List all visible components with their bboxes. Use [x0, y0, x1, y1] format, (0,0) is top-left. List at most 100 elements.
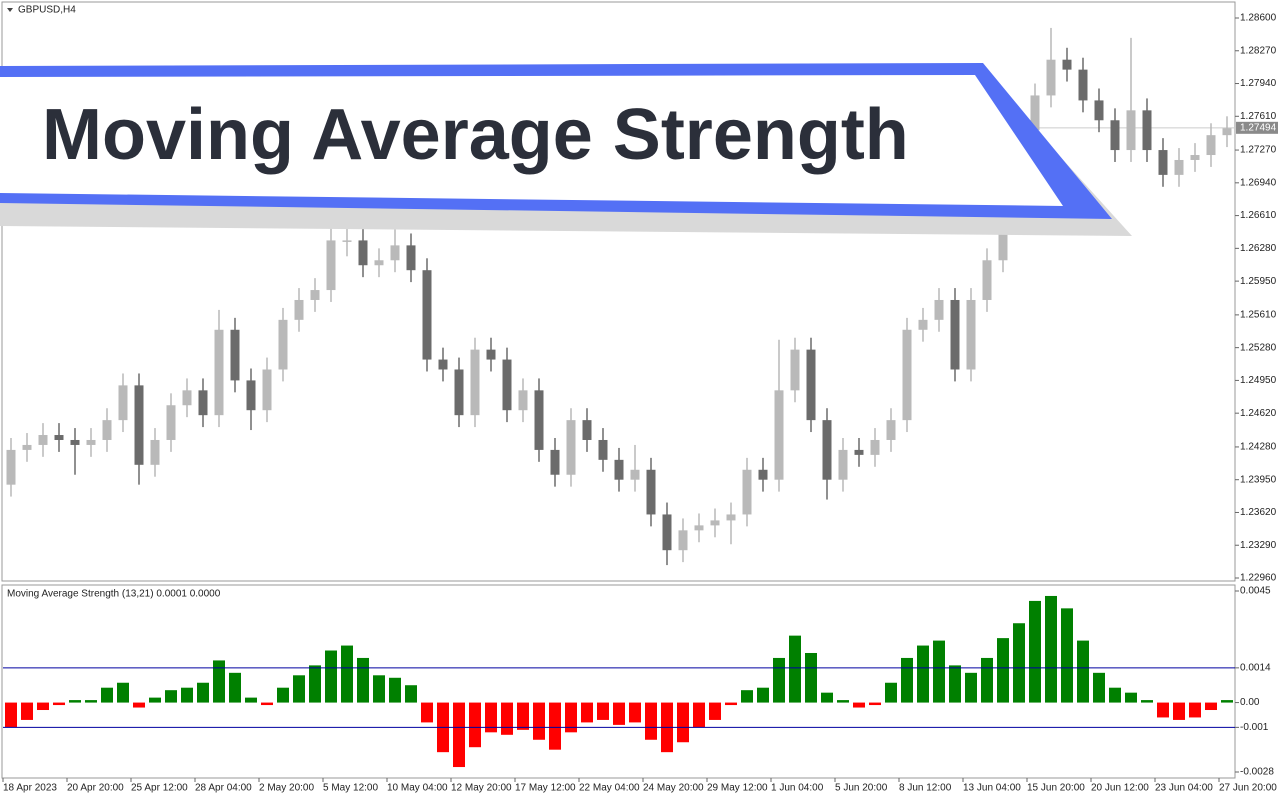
candle-body	[374, 260, 384, 266]
histogram-bar	[997, 638, 1009, 703]
histogram-bar	[245, 697, 257, 703]
y-tick-label: 1.24950	[1240, 375, 1277, 386]
y-tick-label: 1.26940	[1240, 177, 1277, 188]
y-tick-label: 1.23290	[1240, 540, 1277, 551]
candle-body	[390, 245, 400, 261]
histogram-bar	[725, 702, 737, 706]
candle-body	[278, 319, 288, 370]
histogram-bar	[837, 700, 849, 703]
x-tick-label: 22 May 04:00	[579, 783, 640, 794]
x-tick-label: 5 May 12:00	[323, 783, 378, 794]
histogram-bar	[1221, 700, 1233, 703]
histogram-bar	[277, 687, 289, 703]
y-tick-label: 1.26610	[1240, 210, 1277, 221]
candle-body	[630, 469, 640, 480]
histogram-bar	[485, 702, 497, 733]
candle-body	[1222, 128, 1232, 136]
candle-body	[1030, 95, 1040, 131]
indicator-label: Moving Average Strength (13,21) 0.0001 0…	[7, 589, 221, 600]
histogram-bar	[293, 675, 305, 703]
candle-body	[806, 349, 816, 421]
indicator-panel-frame	[1, 584, 1236, 779]
histogram-bar	[581, 702, 593, 723]
histogram-bar	[853, 702, 865, 708]
histogram-bar	[645, 702, 657, 740]
x-tick-label: 28 Apr 04:00	[195, 783, 252, 794]
histogram-bar	[325, 650, 337, 703]
candle-body	[950, 299, 960, 370]
y-tick-label: 0.00	[1240, 697, 1260, 708]
candle-body	[294, 299, 304, 320]
candle-body	[422, 270, 432, 360]
candle-body	[310, 290, 320, 300]
candle-body	[454, 369, 464, 416]
histogram-bar	[1061, 608, 1073, 703]
histogram-bar	[261, 702, 273, 706]
candle-body	[470, 349, 480, 416]
y-tick-label: 1.27610	[1240, 111, 1277, 122]
histogram-bar	[181, 687, 193, 703]
candle-body	[358, 240, 368, 266]
histogram-bar	[885, 682, 897, 703]
histogram-bar	[549, 702, 561, 750]
x-tick-label: 5 Jun 20:00	[835, 783, 888, 794]
histogram-bar	[501, 702, 513, 735]
x-tick-label: 10 May 04:00	[387, 783, 448, 794]
histogram-bar	[1141, 700, 1153, 703]
candle-body	[902, 329, 912, 421]
last-price-box	[1236, 121, 1278, 134]
x-tick-label: 1 Jun 04:00	[771, 783, 824, 794]
y-tick-label: 1.28270	[1240, 45, 1277, 56]
histogram-bar	[965, 672, 977, 703]
x-tick-label: 2 May 20:00	[259, 783, 314, 794]
candle-body	[998, 209, 1008, 261]
histogram-bar	[773, 657, 785, 703]
candle-body	[854, 449, 864, 455]
candle-body	[694, 525, 704, 531]
x-tick-label: 20 Jun 12:00	[1091, 783, 1149, 794]
x-tick-label: 12 May 20:00	[451, 783, 512, 794]
y-tick-label: 1.27940	[1240, 78, 1277, 89]
candle-body	[502, 359, 512, 411]
x-tick-label: 23 Jun 04:00	[1155, 783, 1213, 794]
x-tick-label: 8 Jun 12:00	[899, 783, 952, 794]
y-tick-label: 1.25950	[1240, 276, 1277, 287]
candle-body	[438, 359, 448, 370]
histogram-bar	[613, 702, 625, 725]
y-tick-label: 1.25610	[1240, 310, 1277, 321]
histogram-bar	[1077, 640, 1089, 703]
histogram-bar	[805, 652, 817, 703]
histogram-bar	[1189, 702, 1201, 718]
symbol-dropdown-icon[interactable]	[7, 8, 13, 12]
histogram-bar	[789, 635, 801, 703]
y-tick-label: 1.23620	[1240, 507, 1277, 518]
candle-body	[486, 349, 496, 360]
banner-title: Moving Average Strength	[42, 95, 909, 175]
histogram-bar	[1109, 687, 1121, 703]
histogram-bar	[117, 682, 129, 703]
histogram-bar	[469, 702, 481, 748]
histogram-bar	[1029, 600, 1041, 703]
candle-body	[726, 514, 736, 521]
y-tick-label: 1.28600	[1240, 13, 1277, 24]
candle-body	[758, 469, 768, 480]
candle-body	[230, 329, 240, 381]
histogram-bar	[389, 677, 401, 703]
histogram-bar	[677, 702, 689, 743]
candle-body	[246, 380, 256, 411]
candle-body	[582, 420, 592, 440]
candle-body	[790, 349, 800, 391]
histogram-bar	[69, 700, 81, 703]
candle-body	[86, 439, 96, 445]
histogram-bar	[341, 645, 353, 703]
histogram-bar	[597, 702, 609, 720]
histogram-bar	[21, 702, 33, 720]
histogram-bar	[53, 702, 65, 706]
candle-body	[70, 439, 80, 445]
y-tick-label: 0.0014	[1240, 663, 1271, 674]
candle-body	[182, 390, 192, 406]
y-tick-label: -0.0028	[1240, 767, 1274, 778]
y-tick-label: 1.27270	[1240, 145, 1277, 156]
candle-body	[662, 514, 672, 551]
x-tick-label: 25 Apr 12:00	[131, 783, 188, 794]
